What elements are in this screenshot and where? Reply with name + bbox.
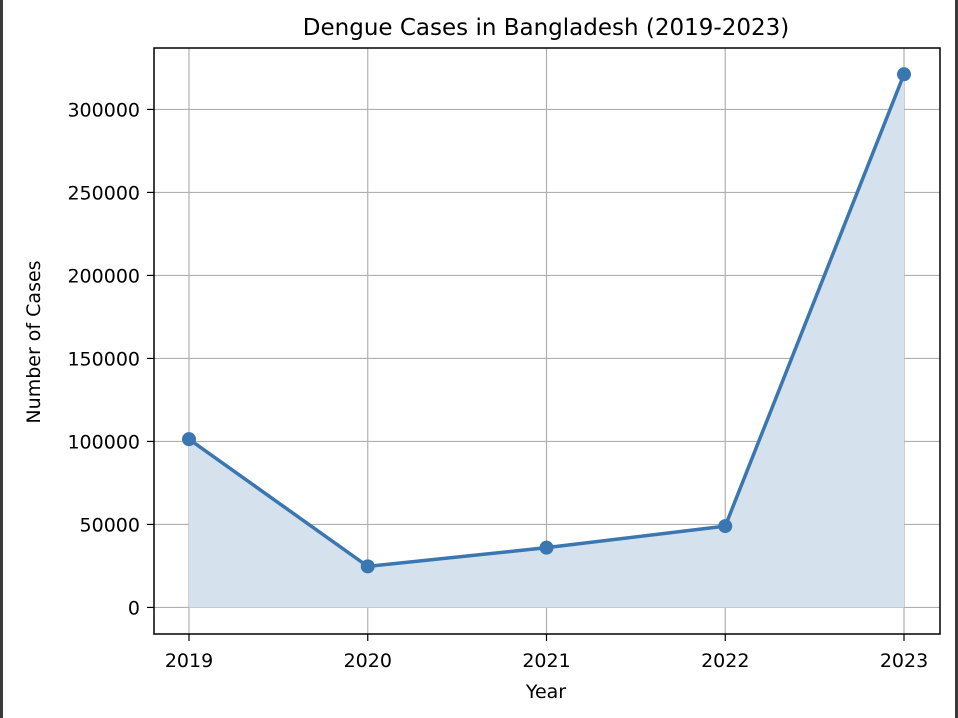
data-point (182, 432, 196, 447)
x-tick-label: 2019 (165, 650, 213, 672)
y-tick-label: 200000 (67, 265, 140, 287)
data-point (360, 559, 375, 574)
data-point (897, 67, 911, 82)
x-tick-label: 2021 (522, 650, 570, 672)
y-tick-label: 250000 (67, 182, 140, 204)
y-tick-label: 300000 (67, 99, 140, 121)
data-points (182, 67, 911, 574)
y-tick-label: 50000 (80, 514, 140, 536)
y-axis-title: Number of Cases (23, 260, 45, 423)
chart-title: Dengue Cases in Bangladesh (2019-2023) (303, 15, 789, 41)
area-fill-path (189, 74, 904, 608)
data-point (718, 519, 733, 534)
x-tick-label: 2023 (880, 650, 928, 672)
x-axis-title: Year (525, 681, 566, 703)
area-fill (189, 74, 904, 608)
x-axis-ticks: 2019 2020 2021 2022 2023 (165, 634, 928, 672)
y-tick-label: 150000 (67, 348, 140, 370)
data-point (539, 540, 554, 555)
x-tick-label: 2020 (344, 650, 392, 672)
y-tick-label: 0 (128, 597, 140, 619)
x-tick-label: 2022 (701, 650, 749, 672)
y-axis-ticks: 0 50000 100000 150000 200000 250000 300000 (67, 99, 154, 619)
y-tick-label: 100000 (67, 431, 140, 453)
chart: Dengue Cases in Bangladesh (2019-2023) 2… (23, 15, 941, 703)
